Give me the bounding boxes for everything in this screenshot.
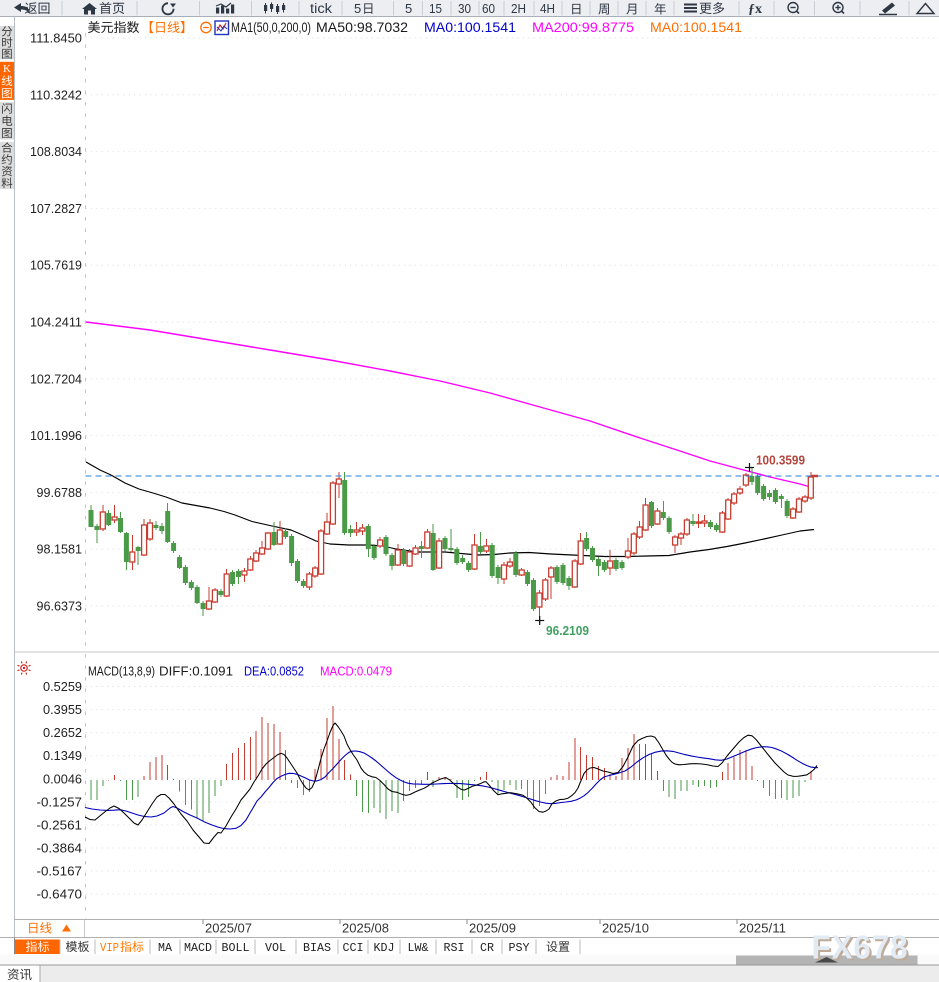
svg-text:15: 15 <box>429 1 442 16</box>
svg-text:2025/08: 2025/08 <box>342 922 389 936</box>
svg-text:VIP: VIP <box>100 942 119 955</box>
svg-text:96.2109: 96.2109 <box>546 624 589 638</box>
svg-text:105.7619: 105.7619 <box>30 258 82 273</box>
svg-text:DEA:0.0852: DEA:0.0852 <box>244 664 304 679</box>
svg-text:PSY: PSY <box>509 942 530 955</box>
svg-text:101.1996: 101.1996 <box>30 428 82 443</box>
svg-text:MA50:98.7032: MA50:98.7032 <box>316 19 408 35</box>
svg-text:102.7204: 102.7204 <box>30 371 82 386</box>
svg-text:-0.6470: -0.6470 <box>37 887 83 902</box>
svg-text:104.2411: 104.2411 <box>30 315 82 330</box>
svg-text:K: K <box>3 63 11 75</box>
svg-text:5: 5 <box>405 1 412 16</box>
svg-text:2025/07: 2025/07 <box>205 922 252 936</box>
svg-text:LW&: LW& <box>408 942 429 955</box>
svg-text:-0.1257: -0.1257 <box>37 794 83 809</box>
svg-text:0.0046: 0.0046 <box>43 771 82 786</box>
svg-text:MA0:100.1541: MA0:100.1541 <box>424 19 516 35</box>
svg-text:2025/09: 2025/09 <box>469 922 516 936</box>
svg-text:DIFF:0.1091: DIFF:0.1091 <box>159 664 233 679</box>
svg-text:0.5259: 0.5259 <box>43 679 82 694</box>
svg-text:BOLL: BOLL <box>222 942 250 955</box>
svg-text:0.3955: 0.3955 <box>43 702 82 717</box>
svg-text:-0.3864: -0.3864 <box>37 840 83 855</box>
svg-text:VOL: VOL <box>265 942 286 955</box>
svg-text:MA0:100.1541: MA0:100.1541 <box>650 19 742 35</box>
svg-text:2025/11: 2025/11 <box>739 922 786 936</box>
svg-text:FX678: FX678 <box>814 931 911 968</box>
svg-text:MA: MA <box>158 942 172 955</box>
svg-text:108.8034: 108.8034 <box>30 144 82 159</box>
svg-text:-0.5167: -0.5167 <box>37 864 83 879</box>
svg-text:98.1581: 98.1581 <box>37 542 83 557</box>
svg-text:4H: 4H <box>540 1 555 16</box>
svg-text:5: 5 <box>354 1 361 16</box>
svg-text:ƒx: ƒx <box>748 2 762 17</box>
svg-text:-0.2561: -0.2561 <box>37 817 83 832</box>
svg-text:MA1(50,0,200,0): MA1(50,0,200,0) <box>231 19 311 35</box>
svg-text:CCI: CCI <box>343 942 364 955</box>
svg-text:tick: tick <box>310 1 332 16</box>
svg-text:KDJ: KDJ <box>374 942 395 955</box>
svg-text:100.3599: 100.3599 <box>756 454 805 468</box>
svg-text:30: 30 <box>458 1 471 16</box>
svg-text:96.6373: 96.6373 <box>37 599 83 614</box>
svg-text:0.2652: 0.2652 <box>43 725 82 740</box>
svg-text:110.3242: 110.3242 <box>30 87 82 102</box>
svg-text:2025/10: 2025/10 <box>602 922 649 936</box>
svg-text:2H: 2H <box>511 1 526 16</box>
svg-text:MACD:0.0479: MACD:0.0479 <box>320 664 392 679</box>
svg-text:FX678: FX678 <box>812 929 909 966</box>
svg-text:0.1349: 0.1349 <box>43 748 82 763</box>
svg-text:MACD(13,8,9): MACD(13,8,9) <box>88 664 155 679</box>
svg-text:RSI: RSI <box>444 942 465 955</box>
svg-text:111.8450: 111.8450 <box>30 31 82 46</box>
svg-text:MACD: MACD <box>184 942 212 955</box>
svg-text:MA200:99.8775: MA200:99.8775 <box>532 19 634 35</box>
svg-text:CR: CR <box>480 942 494 955</box>
svg-text:60: 60 <box>482 1 495 16</box>
svg-text:107.2827: 107.2827 <box>30 201 82 216</box>
svg-text:BIAS: BIAS <box>303 942 331 955</box>
svg-text:99.6788: 99.6788 <box>37 485 83 500</box>
